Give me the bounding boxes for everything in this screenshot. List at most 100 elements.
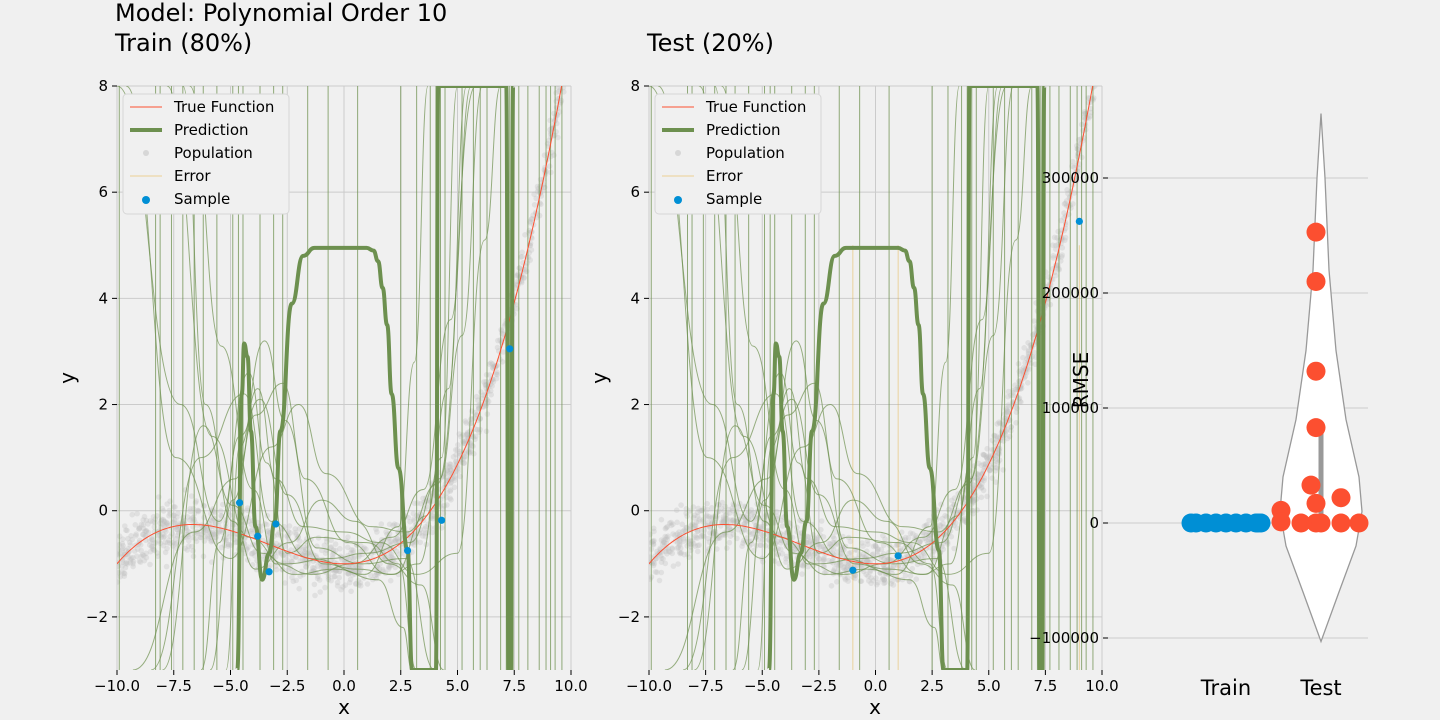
test-population-point <box>814 535 821 541</box>
train-population-point <box>121 573 128 579</box>
test-population-point <box>818 526 824 533</box>
test-population-point <box>992 464 999 471</box>
test-population-point <box>697 534 704 540</box>
test-population-point <box>979 470 986 477</box>
test-population-point <box>986 453 992 460</box>
test-population-point <box>720 514 727 520</box>
train-population-point <box>132 522 139 528</box>
train-population-point <box>472 433 479 440</box>
legend-error-label: Error <box>706 167 743 185</box>
test-population-point <box>979 484 985 491</box>
train-population-point <box>149 543 156 550</box>
test-population-point <box>939 515 946 522</box>
train-population-point <box>568 22 574 28</box>
train-population-point <box>356 553 362 560</box>
test-population-point <box>1013 420 1019 426</box>
train-population-point <box>497 337 503 343</box>
test-population-point <box>745 511 751 517</box>
legend-true-function-label: True Function <box>705 98 806 116</box>
train-population-point <box>160 516 167 523</box>
train-population-point <box>567 51 573 57</box>
train-population-point <box>456 450 463 457</box>
test-population-point <box>833 541 840 548</box>
test-population-point <box>692 543 698 549</box>
train-prediction-line <box>235 86 516 670</box>
train-population-point <box>392 538 399 545</box>
train-population-point <box>318 565 325 571</box>
test-population-point <box>863 553 870 559</box>
test-population-point <box>976 476 983 483</box>
train-x-tick-label: 10.0 <box>554 677 587 695</box>
test-population-point <box>695 505 702 512</box>
test-population-point <box>726 506 732 513</box>
train-population-point <box>462 437 468 444</box>
test-error-lines <box>852 245 1080 670</box>
test-population-point <box>797 517 803 524</box>
train-population-point <box>186 543 192 549</box>
train-population-point <box>453 458 459 465</box>
test-population-point <box>664 524 670 530</box>
rmse-y-axis-label: RMSE <box>1069 352 1093 408</box>
train-population-point <box>348 588 354 595</box>
train-population-point <box>265 527 272 534</box>
train-population-point <box>225 543 231 549</box>
train-y-tick-label: 6 <box>98 183 108 201</box>
test-population-point <box>821 546 828 553</box>
test-population-point <box>1013 386 1019 393</box>
test-population-point <box>815 555 822 562</box>
test-population-point <box>883 558 889 564</box>
train-population-point <box>156 494 162 500</box>
test-population-point <box>1016 395 1023 401</box>
train-population-point <box>350 547 356 553</box>
train-population-point <box>344 544 351 551</box>
train-population-point <box>391 538 398 544</box>
test-population-point <box>668 519 674 526</box>
test-population-point <box>850 574 857 580</box>
test-population-point <box>669 546 676 552</box>
train-population-point <box>448 476 455 483</box>
train-model-fit-line <box>189 86 472 575</box>
test-population-point <box>1055 228 1061 235</box>
test-population-point <box>980 451 986 458</box>
train-y-axis-label: y <box>55 372 79 384</box>
train-population-point <box>165 539 171 546</box>
test-population-point <box>1097 22 1103 28</box>
test-population-point <box>989 475 995 482</box>
test-population-point <box>1017 367 1024 373</box>
test-panel-title: Test (20%) <box>646 29 774 57</box>
train-population-point <box>154 550 160 556</box>
train-population-point <box>529 216 535 222</box>
train-population-point <box>189 515 195 521</box>
train-population-point <box>140 531 146 538</box>
test-population-point <box>984 455 990 461</box>
test-x-tick-label: 5.0 <box>977 677 1001 695</box>
train-population-point <box>119 563 125 569</box>
test-population-point <box>757 542 764 548</box>
train-population-point <box>278 550 285 557</box>
test-population-point <box>670 531 676 537</box>
rmse-y-tick-label: 200000 <box>1042 284 1099 302</box>
test-population-point <box>1031 331 1037 337</box>
test-population-point <box>993 479 999 486</box>
test-population-point <box>1052 272 1059 279</box>
test-population-point <box>794 524 800 531</box>
test-population-point <box>719 499 726 506</box>
rmse-point-test <box>1306 418 1326 438</box>
test-population-point <box>658 537 665 543</box>
train-population-point <box>325 572 332 578</box>
train-population-point <box>162 533 168 540</box>
train-population-point <box>248 521 255 528</box>
test-population-point <box>658 555 665 561</box>
test-panel: Test (20%) −10.0 −7.5 −5.0 −2.5 0.0 2.5 5.0 7.5… <box>587 22 1119 719</box>
train-population-point <box>267 562 273 569</box>
train-population-point <box>418 500 424 507</box>
test-population-point <box>1058 253 1065 260</box>
test-population-point <box>872 542 879 549</box>
train-population-point <box>245 544 251 550</box>
train-population-point <box>321 542 328 549</box>
train-population-point <box>451 475 458 481</box>
test-population-point <box>1061 201 1068 207</box>
test-population-point <box>930 545 936 552</box>
test-population-point <box>678 502 684 508</box>
test-population-point <box>809 542 815 548</box>
